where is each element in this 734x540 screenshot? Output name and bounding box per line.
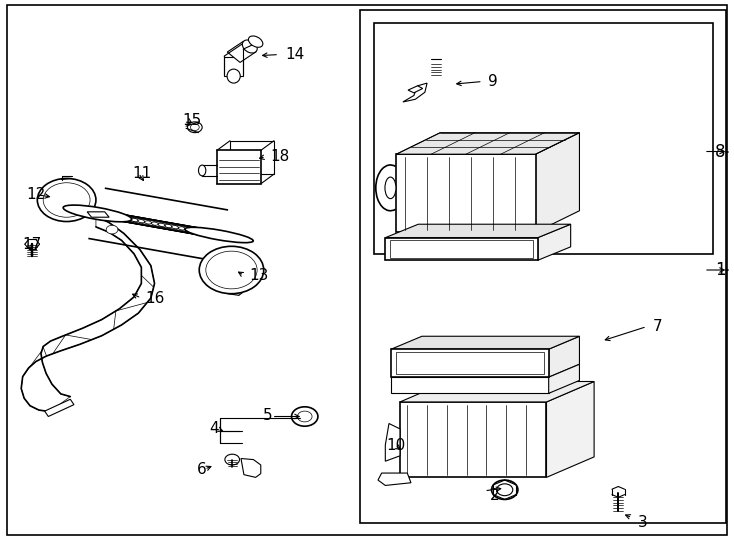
Ellipse shape <box>63 205 131 222</box>
Text: 13: 13 <box>250 268 269 283</box>
Circle shape <box>297 411 312 422</box>
Bar <box>217 151 261 184</box>
Polygon shape <box>538 224 570 260</box>
Polygon shape <box>87 212 109 217</box>
Text: 5: 5 <box>263 408 272 423</box>
Bar <box>390 240 534 258</box>
Text: 15: 15 <box>182 113 202 128</box>
Bar <box>360 10 726 523</box>
Text: 11: 11 <box>133 166 152 180</box>
Polygon shape <box>396 154 536 232</box>
Polygon shape <box>391 336 579 349</box>
Polygon shape <box>536 133 579 232</box>
Polygon shape <box>400 381 594 402</box>
Circle shape <box>225 454 239 465</box>
Text: 4: 4 <box>209 421 219 436</box>
Polygon shape <box>21 216 155 411</box>
Ellipse shape <box>242 40 257 53</box>
Circle shape <box>206 251 257 289</box>
Text: 2: 2 <box>490 488 500 503</box>
Polygon shape <box>549 336 579 377</box>
Polygon shape <box>224 57 243 76</box>
Ellipse shape <box>385 177 396 199</box>
Ellipse shape <box>248 36 263 48</box>
Text: 17: 17 <box>23 237 42 252</box>
Circle shape <box>492 480 518 500</box>
Bar <box>374 23 713 254</box>
Text: 8: 8 <box>715 143 725 160</box>
Polygon shape <box>228 41 256 63</box>
Text: 14: 14 <box>285 47 304 62</box>
Polygon shape <box>45 399 74 416</box>
Text: 6: 6 <box>197 462 207 477</box>
Circle shape <box>497 484 513 496</box>
Polygon shape <box>241 458 261 477</box>
Ellipse shape <box>227 69 240 83</box>
Bar <box>391 349 549 377</box>
Polygon shape <box>230 141 274 174</box>
Polygon shape <box>396 133 579 154</box>
Circle shape <box>106 225 118 234</box>
Polygon shape <box>403 83 427 102</box>
Circle shape <box>37 178 96 221</box>
Circle shape <box>190 124 199 131</box>
Polygon shape <box>391 377 549 393</box>
Bar <box>385 238 538 260</box>
Text: 3: 3 <box>638 515 648 530</box>
Bar <box>396 352 545 375</box>
Circle shape <box>187 122 202 133</box>
Polygon shape <box>547 381 594 477</box>
Polygon shape <box>385 423 400 461</box>
Polygon shape <box>385 224 570 238</box>
Text: 18: 18 <box>270 150 289 164</box>
Text: 10: 10 <box>387 437 406 453</box>
Circle shape <box>291 407 318 426</box>
Ellipse shape <box>185 227 253 242</box>
Text: 1: 1 <box>715 261 726 279</box>
Circle shape <box>199 246 264 294</box>
Ellipse shape <box>198 165 206 176</box>
Polygon shape <box>378 473 411 485</box>
Polygon shape <box>408 86 423 93</box>
Polygon shape <box>400 402 547 477</box>
Circle shape <box>43 183 90 217</box>
Text: 7: 7 <box>653 319 662 334</box>
Text: 12: 12 <box>26 187 46 202</box>
Text: 16: 16 <box>146 291 165 306</box>
Text: 9: 9 <box>488 74 498 89</box>
Polygon shape <box>549 364 579 393</box>
